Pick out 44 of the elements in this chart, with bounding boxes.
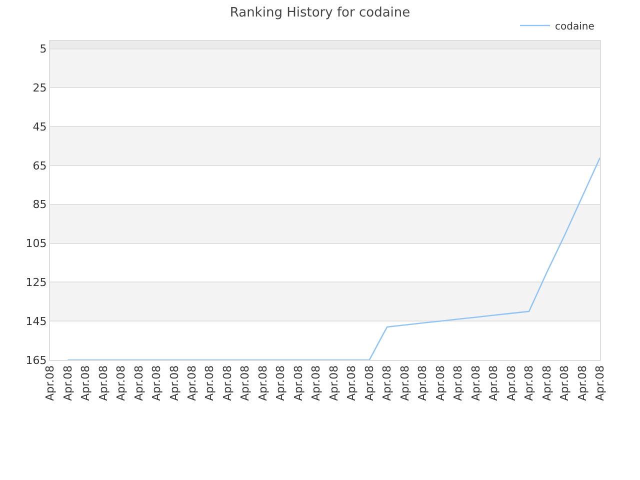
x-tick-label: Apr.08 <box>114 365 128 401</box>
x-tick-label: Apr.08 <box>132 365 146 401</box>
y-tick-label: 5 <box>40 42 47 56</box>
x-tick-label: Apr.08 <box>504 365 518 401</box>
x-tick-label: Apr.08 <box>79 365 92 401</box>
x-tick-label: Apr.08 <box>61 365 74 401</box>
x-tick-label: Apr.08 <box>238 365 252 401</box>
x-tick-label: Apr.08 <box>186 365 199 401</box>
y-tick-label: 145 <box>26 314 47 328</box>
x-tick-label: Apr.08 <box>203 365 216 401</box>
x-tick-label: Apr.08 <box>345 365 358 401</box>
x-tick-label: Apr.08 <box>274 365 288 401</box>
x-tick-label: Apr.08 <box>558 365 572 401</box>
x-tick-label: Apr.08 <box>416 365 430 401</box>
x-tick-label: Apr.08 <box>362 365 376 401</box>
y-tick-label: 25 <box>32 82 47 95</box>
y-tick-label: 105 <box>26 237 47 250</box>
y-tick-label: 85 <box>32 198 47 212</box>
x-tick-label: Apr.08 <box>168 365 181 401</box>
x-tick-label: Apr.08 <box>220 365 234 401</box>
y-tick-label: 165 <box>26 354 47 367</box>
x-tick-label: Apr.08 <box>522 365 536 401</box>
y-tick-label: 45 <box>32 120 47 134</box>
x-tick-label: Apr.08 <box>398 365 412 401</box>
legend-label: codaine <box>555 21 594 32</box>
x-tick-label: Apr.08 <box>452 365 465 401</box>
x-tick-label: Apr.08 <box>487 365 500 401</box>
x-tick-label: Apr.08 <box>44 365 57 401</box>
chart-title: Ranking History for codaine <box>230 5 410 20</box>
x-tick-label: Apr.08 <box>594 365 607 401</box>
y-tick-label: 65 <box>32 159 47 172</box>
y-tick-label: 125 <box>26 276 47 290</box>
x-tick-label: Apr.08 <box>469 365 482 401</box>
x-tick-label: Apr.08 <box>540 365 554 401</box>
x-tick-label: Apr.08 <box>327 365 340 401</box>
x-tick-label: Apr.08 <box>380 365 394 401</box>
x-tick-label: Apr.08 <box>310 365 323 401</box>
x-tick-label: Apr.08 <box>256 365 270 401</box>
x-tick-label: Apr.08 <box>292 365 305 401</box>
x-tick-label: Apr.08 <box>96 365 110 401</box>
line-series <box>67 157 600 360</box>
x-tick-label: Apr.08 <box>576 365 589 401</box>
x-tick-label: Apr.08 <box>150 365 164 401</box>
x-tick-label: Apr.08 <box>434 365 447 401</box>
